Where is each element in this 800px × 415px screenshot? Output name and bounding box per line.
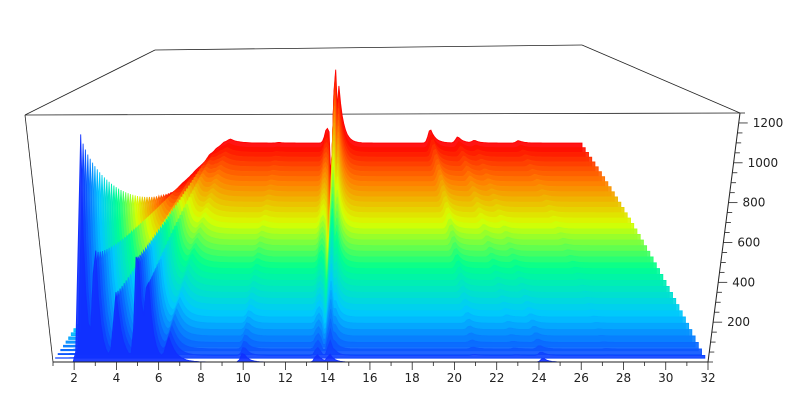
frame-top-back-edge (154, 44, 583, 51)
z-axis: 200 400 600 800 1000 1200 (708, 112, 784, 363)
x-tick-label: 28 (616, 371, 631, 385)
z-axis-line (707, 112, 741, 363)
z-tick-label: 200 (727, 315, 750, 329)
x-tick-label: 22 (489, 371, 504, 385)
x-tick-label: 4 (113, 371, 121, 385)
x-tick-label: 30 (658, 371, 673, 385)
frame-top-front-edge (24, 112, 741, 116)
trace-14 (86, 183, 667, 314)
x-tick-label: 10 (236, 371, 251, 385)
x-tick-label: 18 (405, 371, 420, 385)
x-tick-label: 26 (574, 371, 589, 385)
z-tick-label: 1000 (748, 156, 779, 170)
z-tick-label: 1200 (753, 116, 784, 130)
z-tick-label: 800 (742, 196, 765, 210)
frame-left-vertical-edge (24, 114, 54, 363)
x-tick-label: 6 (155, 371, 163, 385)
x-tick-label: 24 (531, 371, 546, 385)
x-tick-label: 2 (70, 371, 78, 385)
z-tick-label: 400 (732, 275, 755, 289)
x-axis: 2 4 6 8 10 12 14 16 18 20 22 24 26 28 30 32 (52, 362, 716, 385)
frame-front (53, 112, 741, 363)
x-tick-label: 8 (197, 371, 205, 385)
data-traces (53, 69, 708, 363)
x-tick-label: 12 (278, 371, 293, 385)
frame-top-right-edge (581, 44, 741, 114)
x-tick-label: 32 (700, 371, 715, 385)
frame-back (24, 44, 741, 363)
z-tick-label: 600 (737, 235, 760, 249)
x-tick-label: 16 (362, 371, 377, 385)
frame-top-left-edge (24, 49, 156, 116)
x-tick-label: 14 (320, 371, 335, 385)
x-tick-label: 20 (447, 371, 462, 385)
